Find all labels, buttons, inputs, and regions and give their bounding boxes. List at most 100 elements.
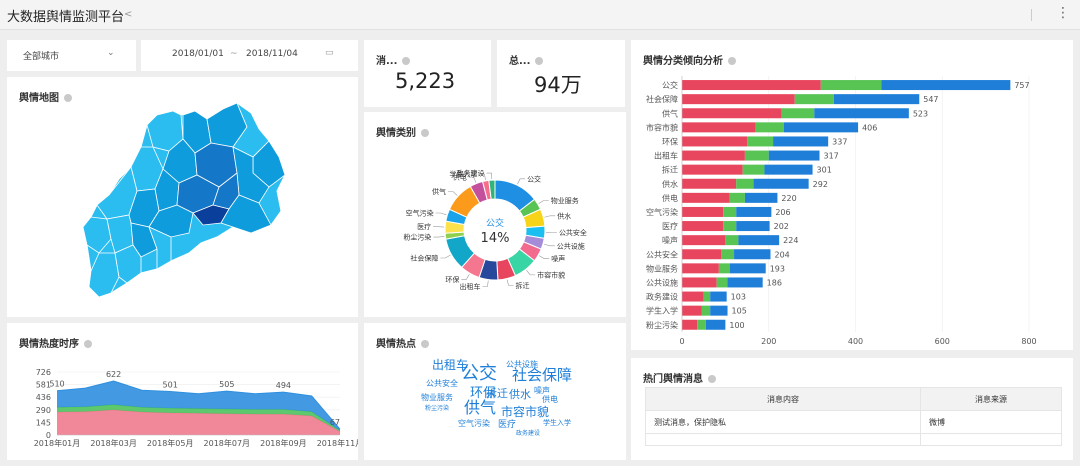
word-cloud-term[interactable]: 供气 [464, 398, 497, 417]
bar-segment[interactable] [814, 108, 909, 119]
bar-segment[interactable] [682, 164, 743, 175]
table-row[interactable]: 测试消息，保护隐私 微博 [645, 410, 1062, 434]
stacked-bar-chart[interactable]: 0 200 400 600 800 公交 757 社会保障 547 供气 523 市容市貌 406 环保 3… [631, 40, 1073, 350]
bar-segment[interactable] [734, 249, 771, 260]
bar-segment[interactable] [716, 277, 728, 288]
date-range-filter[interactable]: 2018/01/01 ~ 2018/11/04 ▭ [141, 40, 358, 71]
bar-segment[interactable] [682, 305, 702, 316]
help-icon[interactable] [421, 129, 429, 137]
share-icon[interactable]: < [124, 9, 133, 20]
column-header-content[interactable]: 消息内容 [645, 387, 921, 411]
bar-segment[interactable] [718, 263, 730, 274]
word-cloud-term[interactable]: 供水 [509, 388, 531, 401]
bar-segment[interactable] [744, 150, 769, 161]
help-icon[interactable] [64, 94, 72, 102]
word-cloud-term[interactable]: 医疗 [498, 420, 517, 430]
word-cloud-term[interactable]: 公共设施 [506, 360, 538, 369]
column-header-source[interactable]: 消息来源 [920, 387, 1062, 411]
help-icon[interactable] [535, 57, 544, 65]
bar-segment[interactable] [881, 80, 1011, 91]
bar-segment[interactable] [682, 206, 724, 217]
bar-segment[interactable] [755, 122, 784, 133]
bar-segment[interactable] [705, 319, 726, 330]
bar-segment[interactable] [682, 122, 756, 133]
word-cloud-term[interactable]: 噪声 [534, 386, 550, 395]
word-cloud-term[interactable]: 公共安全 [426, 379, 458, 388]
help-icon[interactable] [402, 57, 411, 65]
word-cloud-term[interactable]: 社会保障 [512, 366, 573, 384]
word-cloud-term[interactable]: 粉尘污染 [425, 405, 450, 412]
category-donut-chart[interactable]: 公交物业服务供水公共安全公共设施噪声市容市貌拆迁出租车环保社会保障粉尘污染医疗空… [364, 112, 626, 317]
word-cloud-term[interactable]: 市容市貌 [501, 405, 550, 419]
area-series[interactable] [57, 404, 340, 432]
province-map[interactable] [7, 77, 358, 317]
help-icon[interactable] [728, 57, 736, 65]
bar-segment[interactable] [744, 192, 778, 203]
help-icon[interactable] [421, 340, 429, 348]
calendar-icon[interactable]: ▭ [325, 48, 334, 58]
bar-segment[interactable] [738, 235, 780, 246]
bar-segment[interactable] [727, 277, 763, 288]
bar-segment[interactable] [682, 150, 745, 161]
bar-segment[interactable] [682, 108, 782, 119]
bar-segment[interactable] [768, 150, 820, 161]
word-cloud-term[interactable]: 政务建设 [516, 430, 541, 437]
word-cloud-term[interactable]: 学生入学 [543, 419, 571, 427]
bar-segment[interactable] [753, 178, 809, 189]
bar-segment[interactable] [736, 206, 772, 217]
bar-segment[interactable] [682, 221, 724, 232]
bar-segment[interactable] [725, 235, 739, 246]
bar-segment[interactable] [729, 263, 766, 274]
message-content[interactable]: 测试消息，保护隐私 [645, 410, 921, 434]
bar-segment[interactable] [682, 178, 737, 189]
bar-segment[interactable] [697, 319, 706, 330]
map-region-group[interactable] [82, 101, 286, 298]
bar-segment[interactable] [742, 164, 765, 175]
more-vertical-icon[interactable]: ⋮ [1056, 5, 1070, 21]
bar-segment[interactable] [682, 136, 748, 147]
bar-segment[interactable] [682, 263, 719, 274]
bar-segment[interactable] [703, 291, 711, 302]
city-filter[interactable]: 全部城市 ⌄ [7, 40, 136, 71]
bar-segment[interactable] [710, 305, 728, 316]
map-region[interactable] [148, 226, 172, 270]
bar-segment[interactable] [723, 206, 737, 217]
word-cloud-term[interactable]: 环保 [470, 386, 497, 401]
bar-segment[interactable] [682, 249, 722, 260]
word-cloud-term[interactable]: 公交 [461, 363, 497, 384]
bar-segment[interactable] [736, 221, 770, 232]
word-cloud-term[interactable]: 物业服务 [421, 393, 453, 402]
bar-segment[interactable] [783, 122, 859, 133]
bar-segment[interactable] [682, 192, 730, 203]
bar-segment[interactable] [710, 291, 727, 302]
map-region[interactable] [88, 252, 120, 298]
bar-segment[interactable] [773, 136, 829, 147]
bar-segment[interactable] [729, 192, 745, 203]
date-from[interactable]: 2018/01/01 [172, 49, 224, 59]
map-region[interactable] [146, 110, 184, 152]
chevron-down-icon[interactable]: ⌄ [107, 48, 115, 58]
bar-segment[interactable] [820, 80, 882, 91]
donut-slice[interactable] [488, 179, 496, 200]
bar-segment[interactable] [682, 277, 717, 288]
bar-segment[interactable] [682, 94, 795, 105]
map-region[interactable] [114, 244, 142, 284]
bar-segment[interactable] [781, 108, 815, 119]
word-cloud-term[interactable]: 出租车 [432, 358, 469, 372]
bar-segment[interactable] [747, 136, 774, 147]
date-to[interactable]: 2018/11/04 [246, 49, 298, 59]
word-cloud-term[interactable]: 供电 [542, 395, 558, 404]
bar-segment[interactable] [682, 235, 726, 246]
map-region[interactable] [220, 194, 272, 234]
area-series[interactable] [57, 409, 340, 435]
bar-segment[interactable] [701, 305, 711, 316]
bar-segment[interactable] [833, 94, 920, 105]
bar-segment[interactable] [723, 221, 737, 232]
bar-segment[interactable] [721, 249, 735, 260]
bar-segment[interactable] [682, 319, 698, 330]
help-icon[interactable] [708, 375, 716, 383]
heat-area-chart[interactable]: 0 145 290 436 581 726 510 622 501 505 494 67 2018年01… [7, 323, 358, 460]
help-icon[interactable] [84, 340, 92, 348]
bar-segment[interactable] [764, 164, 813, 175]
bar-segment[interactable] [736, 178, 754, 189]
